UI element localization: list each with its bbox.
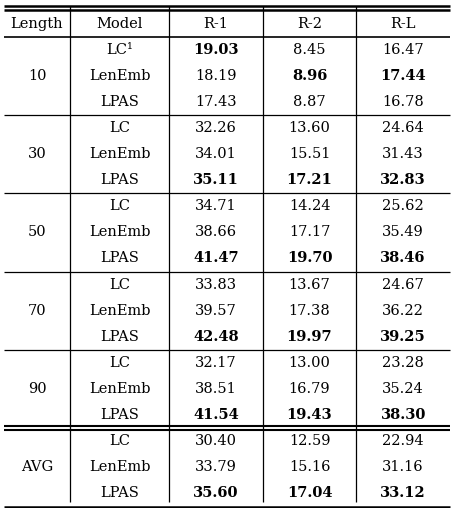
Text: 33.83: 33.83 xyxy=(195,277,237,292)
Text: LC¹: LC¹ xyxy=(106,43,133,57)
Text: LenEmb: LenEmb xyxy=(89,147,150,161)
Text: LenEmb: LenEmb xyxy=(89,226,150,239)
Text: LPAS: LPAS xyxy=(100,95,139,109)
Text: 35.49: 35.49 xyxy=(382,226,424,239)
Text: 32.26: 32.26 xyxy=(195,121,237,135)
Text: R-L: R-L xyxy=(390,17,416,30)
Text: 17.17: 17.17 xyxy=(289,226,330,239)
Text: 14.24: 14.24 xyxy=(289,199,330,213)
Text: 17.21: 17.21 xyxy=(286,173,332,187)
Text: 34.01: 34.01 xyxy=(195,147,237,161)
Text: 38.66: 38.66 xyxy=(195,226,237,239)
Text: 31.43: 31.43 xyxy=(382,147,424,161)
Text: LPAS: LPAS xyxy=(100,330,139,344)
Text: 39.25: 39.25 xyxy=(380,330,426,344)
Text: LenEmb: LenEmb xyxy=(89,460,150,474)
Text: R-2: R-2 xyxy=(297,17,322,30)
Text: Length: Length xyxy=(11,17,63,30)
Text: 38.46: 38.46 xyxy=(380,251,426,266)
Text: 31.16: 31.16 xyxy=(382,460,424,474)
Text: 12.59: 12.59 xyxy=(289,434,330,448)
Text: 15.16: 15.16 xyxy=(289,460,330,474)
Text: LC: LC xyxy=(109,277,130,292)
Text: 50: 50 xyxy=(28,226,46,239)
Text: 24.67: 24.67 xyxy=(382,277,424,292)
Text: 16.78: 16.78 xyxy=(382,95,424,109)
Text: LC: LC xyxy=(109,434,130,448)
Text: 32.17: 32.17 xyxy=(195,356,237,370)
Text: 17.04: 17.04 xyxy=(287,487,332,500)
Text: 70: 70 xyxy=(28,304,46,318)
Text: 19.43: 19.43 xyxy=(286,408,332,422)
Text: LPAS: LPAS xyxy=(100,487,139,500)
Text: LC: LC xyxy=(109,356,130,370)
Text: 32.83: 32.83 xyxy=(380,173,426,187)
Text: 33.79: 33.79 xyxy=(195,460,237,474)
Text: LC: LC xyxy=(109,199,130,213)
Text: 8.45: 8.45 xyxy=(293,43,326,57)
Text: LPAS: LPAS xyxy=(100,251,139,266)
Text: 23.28: 23.28 xyxy=(382,356,424,370)
Text: Model: Model xyxy=(96,17,143,30)
Text: 41.47: 41.47 xyxy=(193,251,239,266)
Text: 24.64: 24.64 xyxy=(382,121,424,135)
Text: 10: 10 xyxy=(28,69,46,83)
Text: 35.24: 35.24 xyxy=(382,382,424,396)
Text: AVG: AVG xyxy=(21,460,53,474)
Text: 16.79: 16.79 xyxy=(289,382,331,396)
Text: 34.71: 34.71 xyxy=(195,199,237,213)
Text: 36.22: 36.22 xyxy=(382,304,424,318)
Text: 22.94: 22.94 xyxy=(382,434,424,448)
Text: 25.62: 25.62 xyxy=(382,199,424,213)
Text: LenEmb: LenEmb xyxy=(89,304,150,318)
Text: 18.19: 18.19 xyxy=(195,69,237,83)
Text: 41.54: 41.54 xyxy=(193,408,239,422)
Text: 35.11: 35.11 xyxy=(193,173,239,187)
Text: 15.51: 15.51 xyxy=(289,147,330,161)
Text: 90: 90 xyxy=(28,382,46,396)
Text: 33.12: 33.12 xyxy=(380,487,426,500)
Text: 38.51: 38.51 xyxy=(195,382,237,396)
Text: 8.96: 8.96 xyxy=(292,69,327,83)
Text: 17.38: 17.38 xyxy=(289,304,331,318)
Text: R-1: R-1 xyxy=(203,17,228,30)
Text: 19.97: 19.97 xyxy=(286,330,332,344)
Text: 19.03: 19.03 xyxy=(193,43,239,57)
Text: 38.30: 38.30 xyxy=(380,408,426,422)
Text: 8.87: 8.87 xyxy=(293,95,326,109)
Text: LPAS: LPAS xyxy=(100,173,139,187)
Text: LC: LC xyxy=(109,121,130,135)
Text: LenEmb: LenEmb xyxy=(89,69,150,83)
Text: 17.43: 17.43 xyxy=(195,95,237,109)
Text: 35.60: 35.60 xyxy=(193,487,239,500)
Text: LPAS: LPAS xyxy=(100,408,139,422)
Text: 30: 30 xyxy=(28,147,46,161)
Text: 13.00: 13.00 xyxy=(289,356,331,370)
Text: 19.70: 19.70 xyxy=(287,251,332,266)
Text: 13.60: 13.60 xyxy=(289,121,331,135)
Text: 42.48: 42.48 xyxy=(193,330,239,344)
Text: 16.47: 16.47 xyxy=(382,43,424,57)
Text: LenEmb: LenEmb xyxy=(89,382,150,396)
Text: 30.40: 30.40 xyxy=(195,434,237,448)
Text: 13.67: 13.67 xyxy=(289,277,331,292)
Text: 39.57: 39.57 xyxy=(195,304,237,318)
Text: 17.44: 17.44 xyxy=(380,69,426,83)
